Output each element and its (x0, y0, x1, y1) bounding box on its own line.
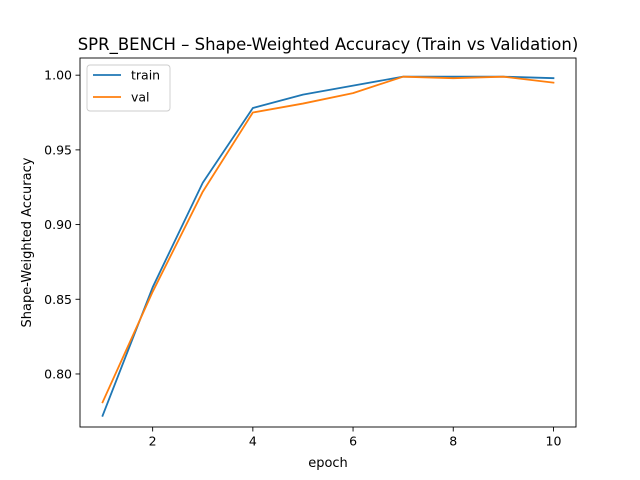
y-tick-label: 1.00 (44, 68, 72, 83)
x-axis-label: epoch (308, 456, 348, 471)
legend: train val (86, 64, 171, 112)
x-tick-label: 6 (349, 434, 357, 449)
axes-frame (79, 57, 577, 428)
y-tick-label: 0.80 (44, 366, 72, 381)
x-tick-label: 8 (449, 434, 457, 449)
series-line-val (101, 75, 555, 404)
legend-box (86, 64, 171, 112)
y-axis-ticks: 0.80 0.85 0.90 0.95 1.00 (44, 68, 80, 381)
x-axis-ticks: 2 4 6 8 10 (149, 427, 562, 449)
y-tick-label: 0.95 (44, 142, 72, 157)
chart-title: SPR_BENCH – Shape-Weighted Accuracy (Tra… (78, 35, 579, 55)
y-tick-label: 0.90 (44, 217, 72, 232)
x-tick-label: 4 (249, 434, 257, 449)
plot-lines (101, 75, 555, 417)
y-axis-label: Shape-Weighted Accuracy (20, 157, 35, 327)
x-tick-label: 10 (546, 434, 562, 449)
legend-label-val: val (131, 90, 150, 105)
x-tick-label: 2 (149, 434, 157, 449)
legend-label-train: train (131, 68, 160, 83)
y-tick-label: 0.85 (44, 292, 72, 307)
